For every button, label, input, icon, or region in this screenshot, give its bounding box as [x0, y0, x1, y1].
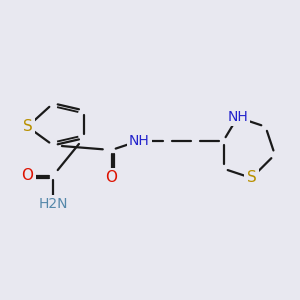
Text: H2N: H2N — [38, 197, 68, 211]
Text: S: S — [22, 119, 32, 134]
Text: O: O — [22, 168, 34, 183]
Text: S: S — [247, 170, 256, 185]
Text: NH: NH — [129, 134, 150, 148]
Text: NH: NH — [227, 110, 248, 124]
Text: O: O — [106, 170, 118, 185]
